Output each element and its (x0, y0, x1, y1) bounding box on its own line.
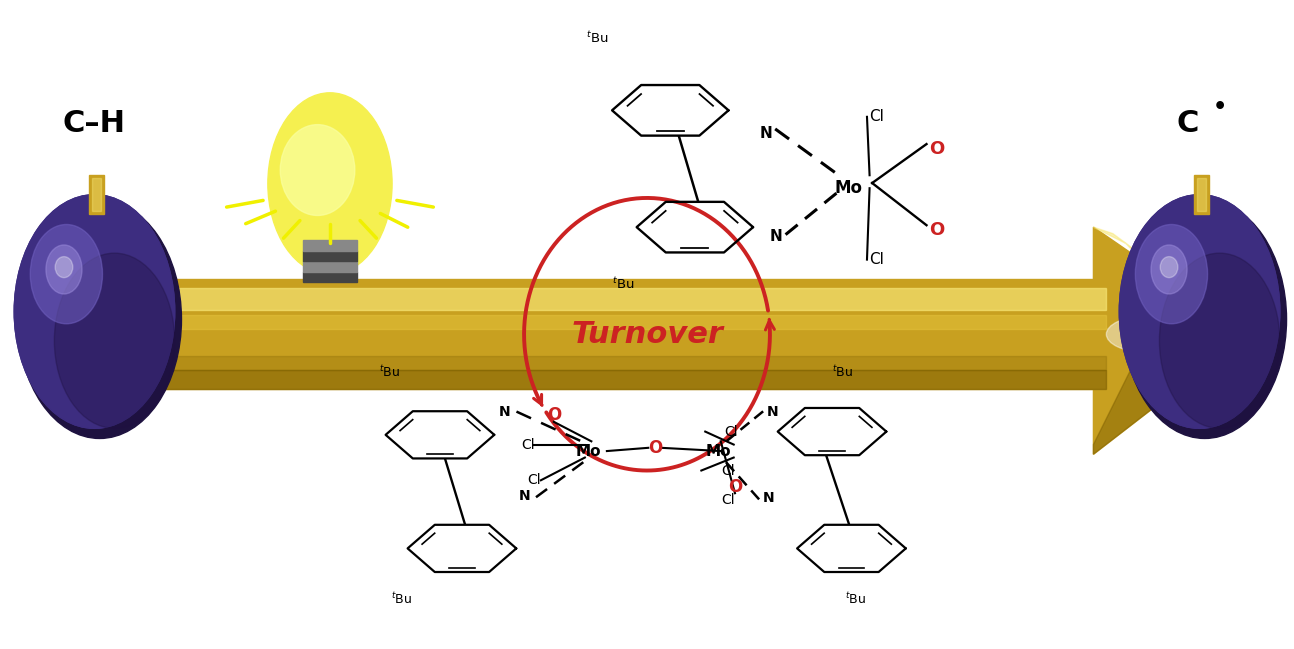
Text: O: O (727, 478, 743, 496)
Text: N: N (767, 405, 778, 419)
Text: $^t$Bu: $^t$Bu (379, 364, 400, 380)
Text: Cl: Cl (721, 493, 735, 507)
Bar (89, 175, 104, 214)
Text: N: N (760, 125, 773, 141)
Text: Cl: Cl (870, 252, 884, 267)
Ellipse shape (30, 225, 102, 324)
Text: O: O (546, 406, 562, 424)
Ellipse shape (18, 200, 181, 439)
Bar (71, 288, 1106, 310)
Text: •: • (1212, 97, 1228, 117)
Ellipse shape (45, 245, 82, 294)
Ellipse shape (281, 125, 355, 215)
Text: $^t$Bu: $^t$Bu (612, 276, 634, 292)
Text: N: N (499, 405, 510, 419)
Text: Turnover: Turnover (571, 320, 723, 349)
Ellipse shape (1106, 316, 1184, 352)
Polygon shape (1093, 227, 1249, 454)
Text: Cl: Cl (527, 473, 541, 487)
Text: O: O (929, 140, 945, 158)
Text: Cl: Cl (721, 463, 735, 478)
Bar (1197, 178, 1206, 211)
Text: Cl: Cl (725, 424, 739, 439)
Text: N: N (770, 229, 783, 245)
Text: O: O (929, 221, 945, 239)
Text: $^t$Bu: $^t$Bu (391, 591, 411, 607)
Bar (303, 262, 357, 272)
Bar (303, 251, 357, 261)
Bar (303, 272, 357, 282)
Text: $^t$Bu: $^t$Bu (845, 591, 866, 607)
Bar (71, 315, 1106, 328)
Text: O: O (647, 439, 663, 457)
Text: N: N (519, 489, 529, 504)
Ellipse shape (1119, 195, 1280, 428)
Bar (71, 369, 1106, 389)
Text: N: N (763, 491, 774, 506)
Ellipse shape (14, 195, 175, 428)
Ellipse shape (1135, 225, 1207, 324)
Ellipse shape (1119, 195, 1280, 428)
Ellipse shape (268, 93, 392, 275)
Ellipse shape (1159, 253, 1280, 428)
Text: Cl: Cl (870, 109, 884, 125)
Ellipse shape (14, 195, 175, 428)
Ellipse shape (54, 253, 175, 428)
Text: $^t$Bu: $^t$Bu (832, 364, 853, 380)
Ellipse shape (1150, 245, 1187, 294)
Bar (303, 240, 357, 251)
Text: $^t$Bu: $^t$Bu (586, 30, 608, 45)
Bar (71, 356, 1106, 369)
Text: Mo: Mo (576, 443, 602, 459)
Text: Cl: Cl (520, 437, 534, 452)
Polygon shape (1093, 334, 1249, 454)
Bar (1194, 175, 1209, 214)
Ellipse shape (1123, 200, 1286, 439)
Bar (92, 178, 101, 211)
Text: C: C (1176, 109, 1200, 138)
Bar (71, 279, 1106, 389)
Polygon shape (1093, 227, 1249, 334)
Text: Mo: Mo (705, 443, 731, 459)
Text: C–H: C–H (63, 109, 126, 138)
Ellipse shape (1161, 256, 1178, 278)
Text: Mo: Mo (835, 179, 863, 197)
Ellipse shape (56, 256, 72, 278)
